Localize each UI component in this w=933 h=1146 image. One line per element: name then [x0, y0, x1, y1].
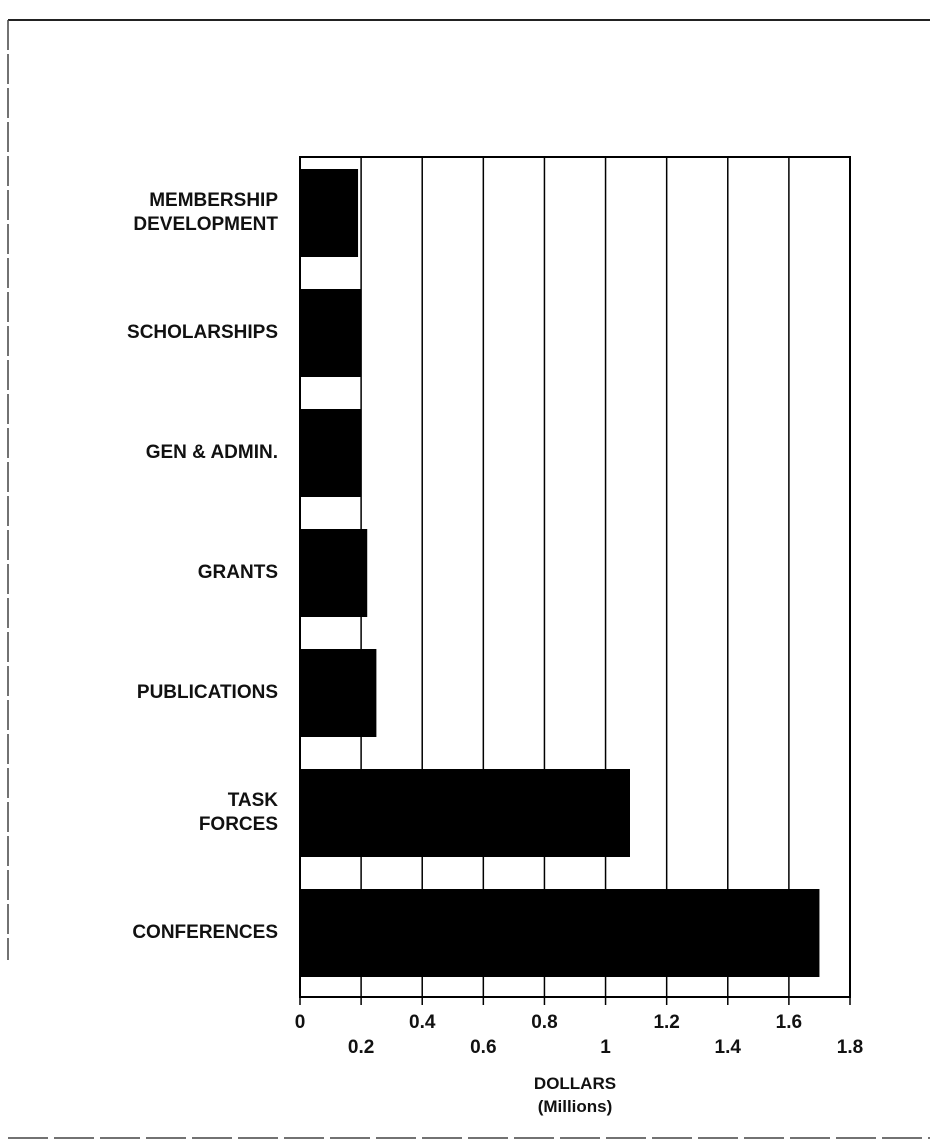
y-tick-label: TASK FORCES: [198, 790, 278, 835]
x-tick-label: 0.6: [470, 1037, 497, 1058]
x-tick-label: 0.4: [409, 1012, 436, 1033]
x-tick-label: 1: [600, 1037, 611, 1058]
y-tick-label: SCHOLARSHIPS: [127, 322, 278, 343]
bar: [300, 889, 820, 977]
bar: [300, 769, 630, 857]
bar: [300, 409, 362, 497]
y-tick-label: CONFERENCES: [132, 922, 278, 943]
bar: [300, 649, 377, 737]
plot-frame: [299, 156, 851, 998]
y-tick-label: GEN & ADMIN.: [145, 442, 278, 463]
x-tick-label: 0: [294, 1012, 306, 1033]
x-tick-label: 1.8: [836, 1037, 864, 1058]
y-tick-label: PUBLICATIONS: [136, 682, 278, 703]
x-tick-label: 1.6: [775, 1012, 803, 1033]
x-tick-label: 1.4: [714, 1037, 741, 1058]
x-tick-label: 0.2: [347, 1037, 375, 1058]
bar: [300, 169, 359, 257]
x-axis-title: DOLLARS (Millions): [533, 1074, 617, 1116]
bar: [300, 529, 368, 617]
x-tick-label: 1.2: [653, 1012, 680, 1033]
x-tick-label: 0.8: [531, 1012, 558, 1033]
y-tick-label: GRANTS: [197, 562, 278, 583]
y-tick-label: MEMBERSHIP DEVELOPMENT: [133, 190, 278, 235]
bar: [300, 289, 362, 377]
